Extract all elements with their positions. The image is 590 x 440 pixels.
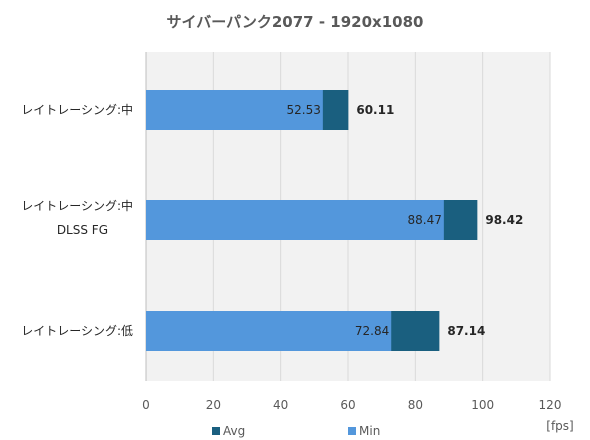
legend-avg-label: Avg (223, 424, 245, 438)
legend-min-label: Min (359, 424, 380, 438)
x-tick-label: 20 (206, 398, 221, 412)
bar-min (146, 200, 444, 240)
min-value-label: 52.53 (286, 103, 320, 117)
legend-min-swatch (348, 427, 356, 435)
avg-value-label: 60.11 (356, 103, 394, 117)
avg-value-label: 87.14 (447, 324, 485, 338)
value-labels: 52.53 60.11 88.47 98.42 72.84 87.14 (286, 103, 523, 338)
category-label: DLSS FG (57, 223, 108, 237)
bar-min (146, 311, 392, 351)
x-tick-label: 120 (539, 398, 562, 412)
bar-min (146, 90, 323, 130)
x-tick-label: 0 (142, 398, 150, 412)
x-tick-label: 40 (273, 398, 288, 412)
bars (146, 90, 478, 351)
x-tick-label: 80 (408, 398, 423, 412)
x-axis-unit: [fps] (546, 419, 573, 433)
category-label: レイトレーシング:中 (21, 102, 133, 117)
legend: Avg Min (212, 424, 380, 438)
x-tick-label: 60 (340, 398, 355, 412)
category-label: レイトレーシング:中 (21, 198, 133, 213)
x-axis-ticks: 0 20 40 60 80 100 120 (142, 398, 561, 412)
legend-avg-swatch (212, 427, 220, 435)
avg-value-label: 98.42 (485, 213, 523, 227)
category-label: レイトレーシング:低 (21, 324, 133, 338)
min-value-label: 88.47 (407, 213, 441, 227)
min-value-label: 72.84 (355, 324, 389, 338)
chart-title: サイバーパンク2077 - 1920x1080 (167, 13, 424, 31)
x-tick-label: 100 (471, 398, 494, 412)
